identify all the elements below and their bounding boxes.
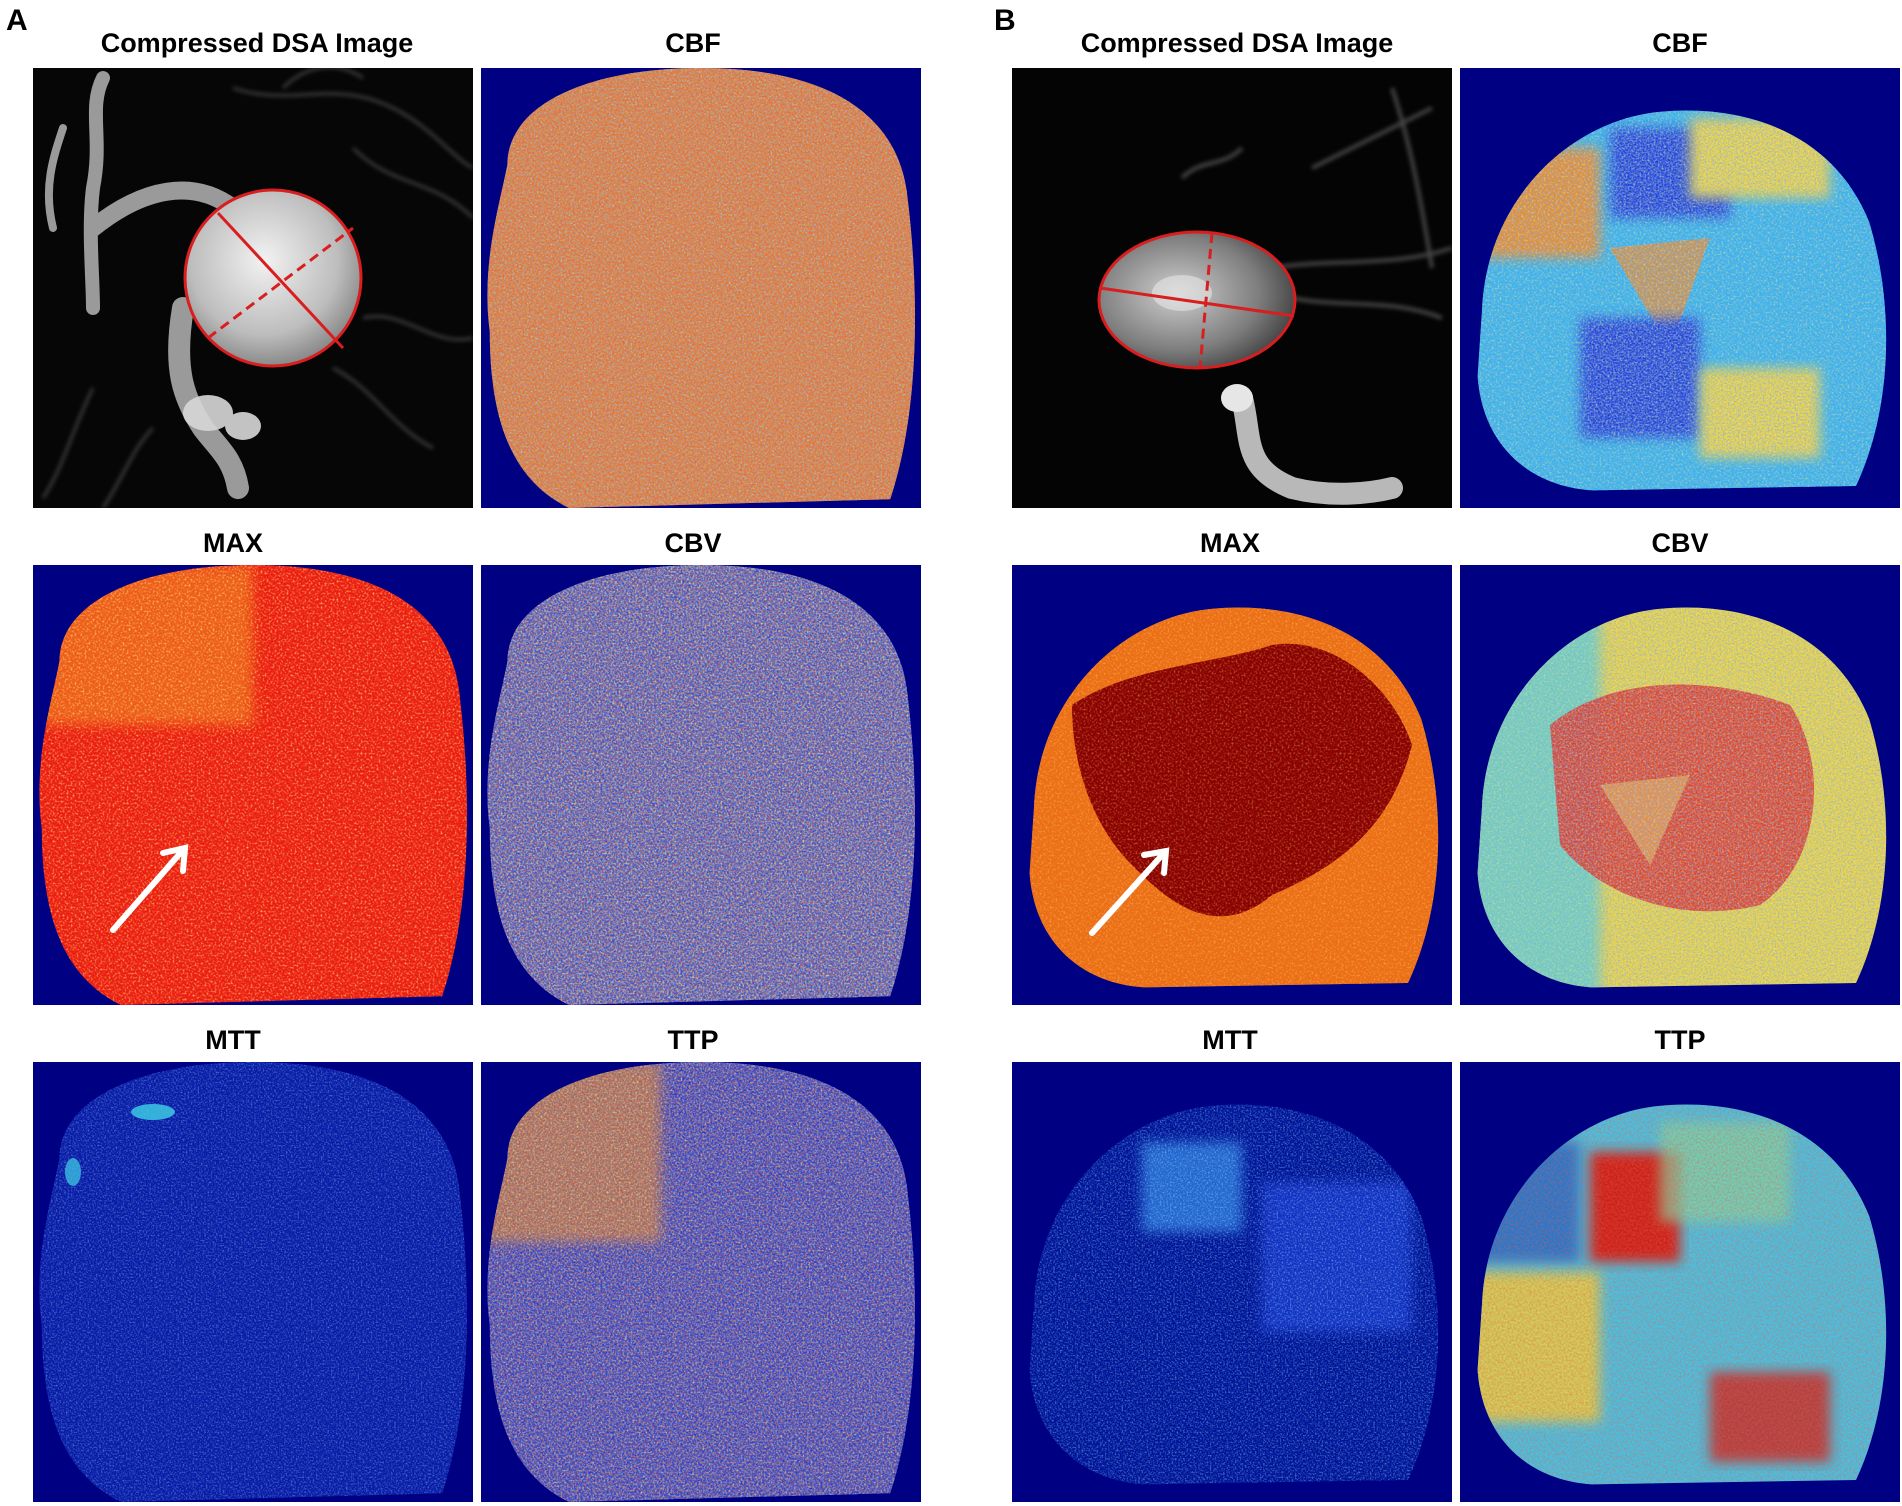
panel-a-dsa-title: Compressed DSA Image — [100, 28, 414, 58]
panel-a-cbv-title: CBV — [664, 528, 722, 558]
panel-letter-b: B — [994, 4, 1016, 37]
panel-a-cbf-map — [481, 68, 921, 508]
panel-letter-a: A — [6, 4, 28, 37]
panel-a-mtt-title: MTT — [205, 1025, 261, 1055]
panel-b-ttp-map — [1460, 1062, 1900, 1502]
panel-b-max-map — [1012, 565, 1452, 1005]
panel-b-cbv-title: CBV — [1651, 528, 1709, 558]
panel-b-mtt-title: MTT — [1202, 1025, 1258, 1055]
panel-a-max-map — [33, 565, 473, 1005]
white-arrow-icon — [110, 844, 189, 933]
red-ellipse-roi — [1097, 230, 1297, 370]
panel-a-ttp-title: TTP — [667, 1025, 719, 1055]
panel-b-dsa-title: Compressed DSA Image — [1080, 28, 1394, 58]
panel-b-cbf-map — [1460, 68, 1900, 508]
panel-b-dsa-image — [1012, 68, 1452, 508]
panel-a-max-title: MAX — [203, 528, 263, 558]
panel-a-cbv-map — [481, 565, 921, 1005]
panel-a-ttp-map — [481, 1062, 921, 1502]
panel-a-cbf-title: CBF — [665, 28, 721, 58]
panel-b-max-title: MAX — [1200, 528, 1260, 558]
panel-b-cbf-title: CBF — [1652, 28, 1708, 58]
panel-b-mtt-map — [1012, 1062, 1452, 1502]
white-arrow-icon — [1089, 847, 1170, 936]
panel-a-mtt-map — [33, 1062, 473, 1502]
panel-a-dsa-image — [33, 68, 473, 508]
red-ellipse-roi — [183, 188, 363, 368]
panel-b-cbv-map — [1460, 565, 1900, 1005]
panel-b-ttp-title: TTP — [1654, 1025, 1706, 1055]
